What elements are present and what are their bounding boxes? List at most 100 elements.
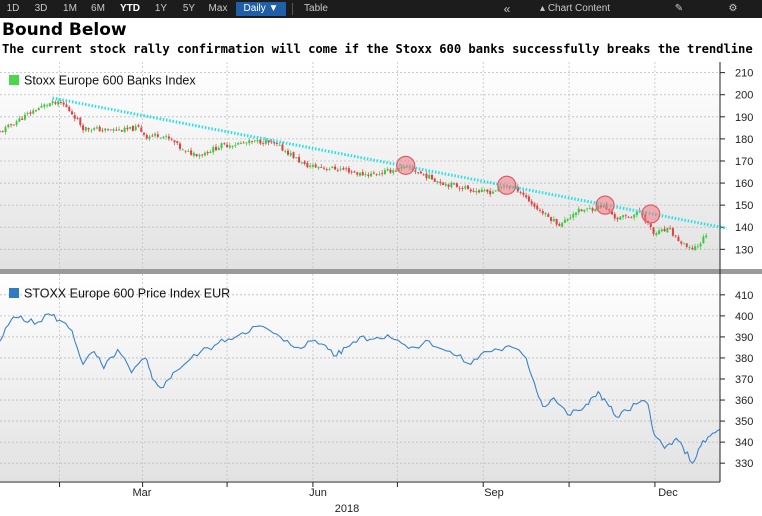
candle-body <box>566 219 569 221</box>
range-5y-button[interactable]: 5Y <box>182 3 196 14</box>
candle-body <box>162 136 165 138</box>
candle-body <box>544 213 547 215</box>
frequency-select[interactable]: Daily ▼ <box>236 2 286 16</box>
candle-body <box>613 213 616 219</box>
candle-body <box>203 152 206 156</box>
candle-body <box>669 228 672 230</box>
candle-body <box>137 125 140 127</box>
chart-subtitle: The current stock rally confirmation wil… <box>2 42 753 56</box>
candle-body <box>577 208 580 213</box>
candle-body <box>375 174 378 176</box>
candle-body <box>54 102 57 104</box>
candle-body <box>541 211 544 214</box>
candle-body <box>450 182 453 188</box>
candle-body <box>527 196 530 202</box>
edit-icon[interactable]: ✎ <box>674 3 684 14</box>
stoxx-legend-swatch <box>9 288 19 298</box>
candle-body <box>35 110 37 112</box>
candle-body <box>300 162 303 164</box>
chart-content-button[interactable]: ▴ Chart Content <box>540 2 640 16</box>
candle-body <box>159 137 162 139</box>
candle-body <box>320 167 323 168</box>
candle-body <box>145 134 148 139</box>
candle-body <box>206 151 209 154</box>
range-ytd-button[interactable]: YTD <box>120 3 140 14</box>
range-1y-button[interactable]: 1Y <box>154 3 168 14</box>
candle-body <box>93 128 96 130</box>
table-button[interactable]: Table <box>304 3 328 14</box>
range-1d-button[interactable]: 1D <box>6 3 20 14</box>
candle-body <box>170 138 173 140</box>
candle-body <box>536 205 539 210</box>
candle-body <box>242 142 245 144</box>
candle-body <box>555 218 558 225</box>
range-3d-button[interactable]: 3D <box>34 3 48 14</box>
y-tick-label: 400 <box>735 311 753 323</box>
candle-body <box>134 126 137 131</box>
range-6m-button[interactable]: 6M <box>91 3 105 14</box>
candle-body <box>65 104 68 108</box>
candle-body <box>624 215 627 217</box>
candle-body <box>4 127 7 133</box>
candle-body <box>630 217 633 219</box>
candle-body <box>622 215 625 218</box>
range-max-button[interactable]: Max <box>208 3 228 14</box>
candle-body <box>95 127 98 129</box>
gear-icon[interactable]: ⚙ <box>728 3 738 14</box>
banks-legend-label: Stoxx Europe 600 Banks Index <box>24 74 196 88</box>
panel-divider[interactable] <box>0 269 762 274</box>
y-tick-label: 380 <box>735 353 753 365</box>
x-tick-label-mar: Mar <box>133 487 152 499</box>
candle-body <box>165 135 168 137</box>
candle-body <box>295 157 298 159</box>
candle-body <box>212 147 215 153</box>
candle-body <box>253 140 256 142</box>
range-1m-button[interactable]: 1M <box>63 3 77 14</box>
candle-body <box>674 235 677 237</box>
candle-body <box>558 223 561 226</box>
candle-body <box>586 208 589 210</box>
candle-body <box>104 128 107 131</box>
candle-body <box>273 141 276 144</box>
candle-body <box>594 209 597 212</box>
candle-body <box>469 189 472 192</box>
candle-body <box>455 183 458 187</box>
candle-body <box>82 125 85 131</box>
candle-body <box>334 166 337 170</box>
candle-body <box>616 217 619 220</box>
candle-body <box>198 154 201 157</box>
candle-body <box>107 128 109 130</box>
candle-body <box>688 247 691 248</box>
candle-body <box>298 156 301 163</box>
candle-body <box>148 136 151 139</box>
candle-body <box>694 246 697 250</box>
candle-body <box>425 173 428 179</box>
candle-body <box>217 147 220 151</box>
y-tick-label: 330 <box>735 458 753 470</box>
candle-body <box>336 170 339 172</box>
candle-body <box>649 223 652 228</box>
candle-body <box>245 142 248 144</box>
y-tick-label: 390 <box>735 332 753 344</box>
candle-body <box>486 189 489 192</box>
candle-body <box>563 219 566 223</box>
candle-body <box>325 168 328 170</box>
candle-body <box>220 143 223 149</box>
y-tick-label: 370 <box>735 374 753 386</box>
candle-body <box>151 135 154 137</box>
candle-body <box>350 171 353 173</box>
candle-body <box>447 184 450 187</box>
candle-body <box>635 211 638 216</box>
candle-body <box>436 181 439 183</box>
trendline-touch-marker <box>396 155 416 175</box>
candle-body <box>389 169 392 173</box>
candle-body <box>530 201 533 205</box>
candle-body <box>522 192 525 195</box>
candle-body <box>278 144 281 146</box>
candle-body <box>303 161 306 164</box>
candle-body <box>461 188 464 189</box>
double-chevron-left-icon[interactable]: « <box>503 2 511 16</box>
candle-body <box>569 217 572 219</box>
candle-body <box>367 174 370 176</box>
candle-body <box>228 145 231 148</box>
